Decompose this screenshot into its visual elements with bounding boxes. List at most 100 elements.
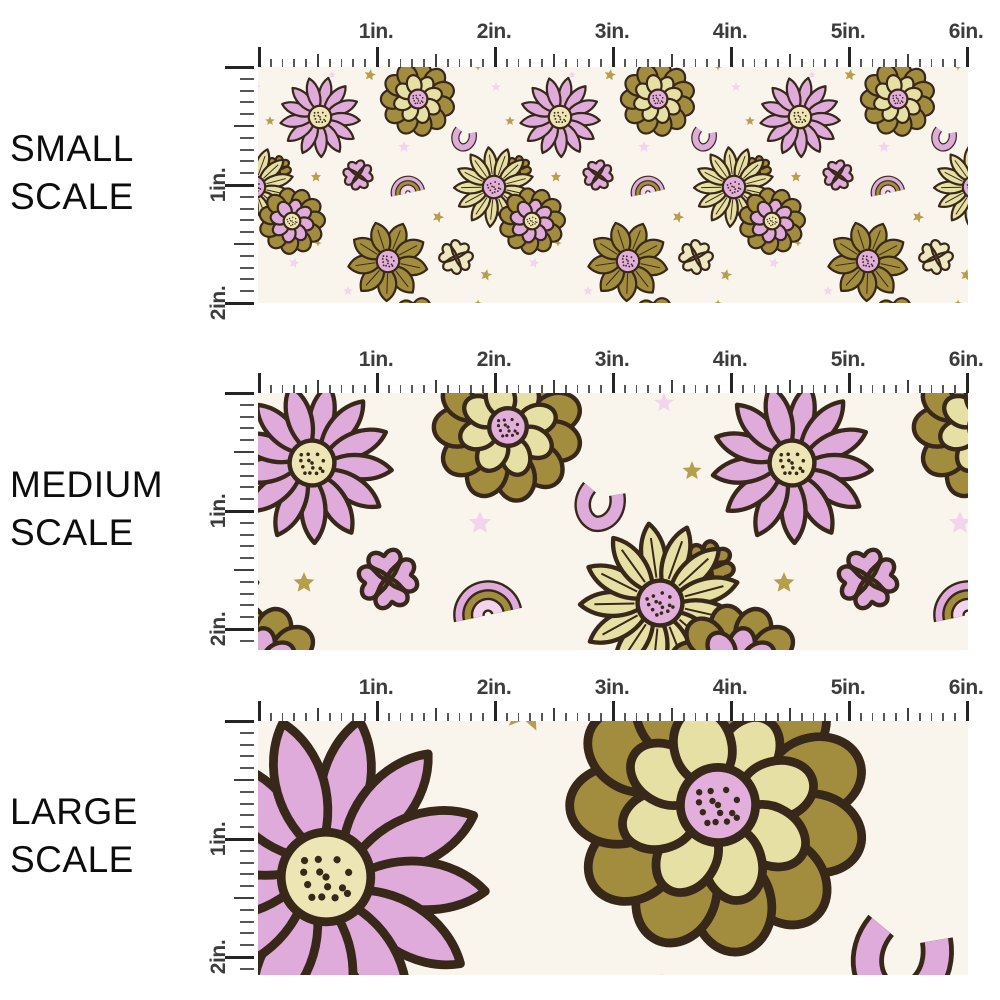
ruler-tick (458, 59, 461, 67)
ruler-tick (458, 385, 461, 393)
horizontal-ruler-large (258, 700, 970, 721)
ruler-tick (623, 713, 626, 721)
ruler-tick (730, 373, 733, 393)
ruler-tick (612, 373, 615, 393)
ruler-tick (328, 713, 331, 721)
ruler-tick (234, 778, 254, 782)
ruler-tick (859, 713, 862, 721)
ruler-tick (895, 59, 897, 67)
ruler-tick (240, 826, 254, 829)
inch-label-4: 4in. (712, 676, 748, 699)
ruler-tick (812, 713, 815, 721)
ruler-tick (789, 380, 792, 393)
ruler-tick (240, 148, 254, 151)
ruler-tick (600, 59, 602, 67)
ruler-tick (240, 908, 254, 911)
ruler-tick (281, 713, 284, 721)
ruler-tick (836, 385, 838, 393)
ruler-tick (435, 380, 438, 393)
ruler-tick (240, 89, 254, 92)
ruler-tick (352, 713, 355, 721)
ruler-tick (458, 713, 461, 721)
ruler-tick (765, 59, 768, 67)
ruler-tick (694, 385, 697, 393)
ruler-tick (966, 373, 969, 393)
ruler-tick (883, 59, 886, 67)
ruler-tick (240, 290, 254, 293)
ruler-tick (564, 59, 567, 67)
ruler-tick (659, 713, 661, 721)
ruler-tick (240, 616, 254, 619)
ruler-tick (340, 713, 343, 721)
ruler-tick (269, 385, 272, 393)
ruler-tick (240, 101, 254, 104)
vertical-inch-label-1: 1in. (207, 821, 230, 857)
ruler-tick (240, 219, 254, 222)
ruler-tick (883, 385, 886, 393)
inch-label-4: 4in. (712, 348, 748, 371)
horizontal-ruler-medium (258, 372, 970, 393)
ruler-tick (305, 713, 307, 721)
ruler-tick (777, 713, 779, 721)
ruler-tick (800, 59, 803, 67)
ruler-tick (240, 160, 254, 163)
scale-label-large: LARGE SCALE (10, 791, 138, 880)
ruler-tick (918, 385, 921, 393)
ruler-tick (269, 713, 272, 721)
ruler-tick (600, 385, 602, 393)
ruler-tick (234, 568, 254, 572)
ruler-tick (225, 837, 254, 841)
ruler-tick (240, 755, 254, 758)
ruler-tick (352, 59, 355, 67)
ruler-tick (411, 713, 414, 721)
ruler-tick (240, 266, 254, 269)
ruler-tick (730, 701, 733, 721)
ruler-tick (918, 59, 921, 67)
ruler-tick (907, 54, 910, 67)
ruler-tick (225, 955, 254, 959)
ruler-tick (871, 59, 874, 67)
ruler-tick (505, 385, 508, 393)
vertical-inch-label-2: 2in. (207, 939, 230, 975)
ruler-tick (240, 873, 254, 876)
ruler-tick (240, 743, 254, 746)
horizontal-ruler-small (258, 46, 970, 67)
ruler-tick (240, 474, 254, 477)
ruler-tick (659, 385, 661, 393)
ruler-tick (682, 385, 685, 393)
ruler-tick (258, 701, 261, 721)
ruler-tick (293, 59, 296, 67)
ruler-tick (364, 713, 366, 721)
ruler-tick (954, 713, 956, 721)
ruler-tick (376, 373, 379, 393)
inch-label-1: 1in. (358, 676, 394, 699)
vertical-ruler-medium (224, 391, 256, 650)
ruler-tick (240, 136, 254, 139)
ruler-tick (848, 701, 851, 721)
ruler-tick (859, 59, 862, 67)
ruler-tick (340, 385, 343, 393)
ruler-tick (612, 47, 615, 67)
fabric-pattern-large (258, 721, 968, 975)
ruler-tick (907, 380, 910, 393)
ruler-tick (399, 713, 402, 721)
ruler-tick (588, 713, 591, 721)
ruler-tick (505, 713, 508, 721)
ruler-tick (824, 385, 827, 393)
ruler-tick (612, 701, 615, 721)
ruler-tick (258, 373, 261, 393)
inch-label-5: 5in. (830, 20, 866, 43)
inch-label-1: 1in. (358, 348, 394, 371)
ruler-tick (399, 385, 402, 393)
inch-label-1: 1in. (358, 20, 394, 43)
ruler-tick (777, 59, 779, 67)
ruler-tick (694, 713, 697, 721)
ruler-tick (718, 59, 720, 67)
ruler-tick (240, 172, 254, 175)
ruler-tick (706, 59, 709, 67)
ruler-tick (918, 713, 921, 721)
ruler-tick (824, 713, 827, 721)
ruler-tick (730, 47, 733, 67)
ruler-tick (446, 385, 449, 393)
ruler-tick (240, 439, 254, 442)
